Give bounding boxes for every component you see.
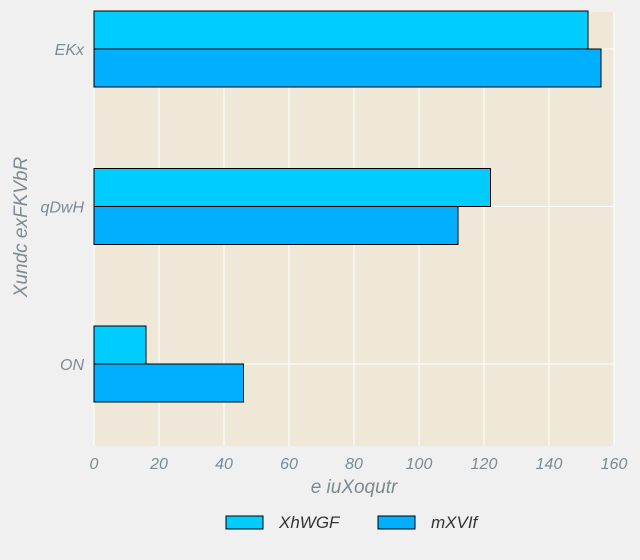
x-tick-label: 40 (215, 456, 233, 473)
x-tick-label: 140 (536, 456, 563, 473)
x-tick-label: 100 (406, 456, 433, 473)
bar-mXVIf-qDwH (93, 206, 459, 245)
bar-XhWGF-ON (93, 325, 147, 365)
legend-swatch (225, 515, 264, 530)
bars (93, 10, 602, 403)
y-tick-label: EKx (55, 42, 85, 59)
bar-XhWGF-EKx (93, 10, 589, 50)
legend-label: mXVIf (431, 513, 480, 532)
y-tick-label: qDwH (40, 200, 84, 217)
bar-XhWGF-qDwH (93, 168, 491, 207)
legend-label: XhWGF (278, 513, 341, 532)
bar-mXVIf-ON (93, 363, 244, 403)
legend: XhWGF mXVIf (225, 513, 480, 532)
bar-mXVIf-EKx (93, 48, 602, 88)
y-tick-label: ON (60, 357, 84, 374)
x-tick-label: 0 (90, 456, 99, 473)
y-axis-ticks: EKx qDwH ON (40, 42, 85, 374)
x-axis-ticks: 0 20 40 60 80 100 120 140 160 (90, 456, 628, 473)
x-tick-label: 160 (601, 456, 628, 473)
x-tick-label: 120 (471, 456, 498, 473)
y-axis-title: Xundc exFKVbR (11, 156, 32, 298)
x-axis-title: e iuXoqutr (311, 477, 398, 498)
x-tick-label: 80 (345, 456, 363, 473)
legend-swatch (377, 515, 416, 530)
x-tick-label: 60 (280, 456, 298, 473)
x-tick-label: 20 (149, 456, 168, 473)
